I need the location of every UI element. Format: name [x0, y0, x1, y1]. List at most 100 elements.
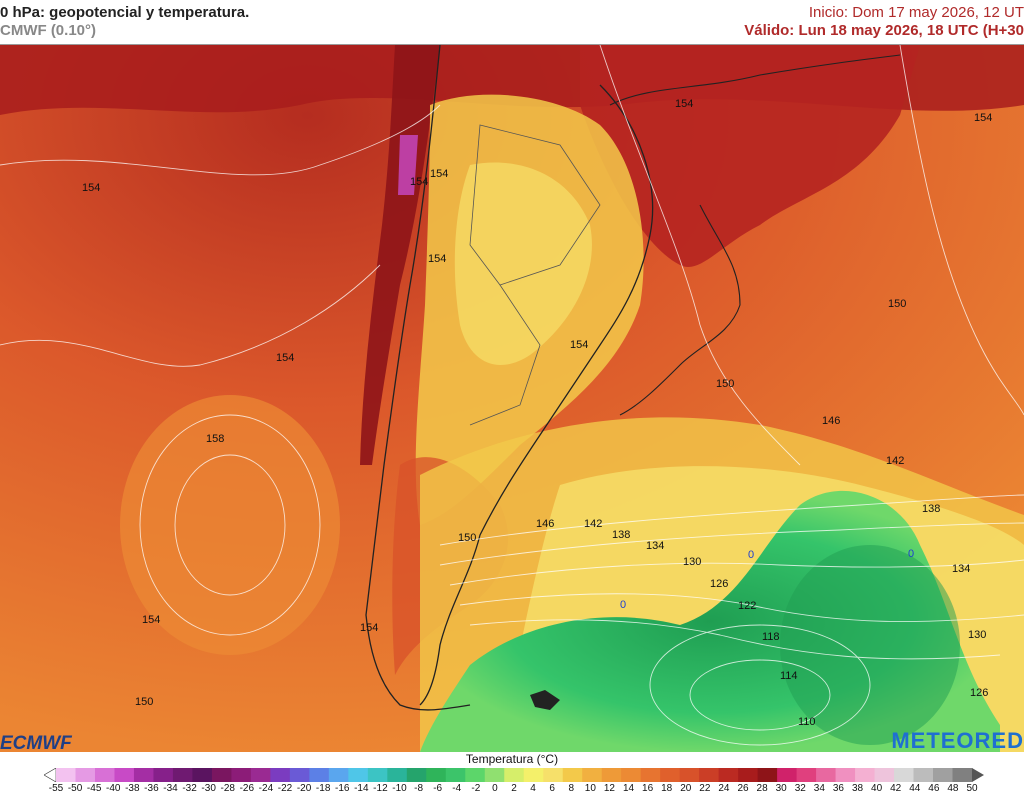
isohypse [689, 659, 831, 731]
zero-isotherm-label: 0 [620, 599, 626, 611]
isohypse-label: 142 [886, 455, 904, 467]
legend-swatch [328, 768, 349, 782]
legend-tick-label: -28 [220, 783, 235, 794]
meteored-logo[interactable]: METEORED [891, 728, 1024, 753]
map-canvas: 154 154 154 158 154 150 154 154 150 146 … [0, 45, 1024, 752]
legend-tick-label: -30 [201, 783, 216, 794]
legend-tick-label: 6 [549, 783, 555, 794]
legend-tick-label: 16 [642, 783, 654, 794]
uruguay-coastline [619, 204, 741, 416]
legend-swatch [816, 768, 837, 782]
legend-swatch [484, 768, 505, 782]
map-title: 0 hPa: geopotencial y temperatura. [0, 4, 250, 21]
legend-swatch [640, 768, 661, 782]
isohypse [469, 619, 1001, 660]
isohypse-label: 142 [584, 518, 602, 530]
isohypse [449, 559, 1024, 586]
province-borders-2 [469, 284, 541, 426]
legend-swatch [114, 768, 135, 782]
legend-tick-label: 38 [851, 783, 864, 794]
isohypse-label: 118 [762, 631, 780, 643]
isohypse-label: 122 [738, 600, 756, 612]
isohypse-label: 154 [82, 182, 100, 194]
legend-swatch [445, 768, 466, 782]
legend-tick-label: -55 [48, 783, 64, 794]
legend-swatch [913, 768, 934, 782]
legend-tick-label: -18 [315, 783, 331, 794]
province-borders [469, 124, 601, 286]
legend-tick-label: 22 [699, 783, 711, 794]
isohypse [139, 414, 321, 636]
chile-coastline [365, 45, 471, 711]
legend-arrow-left [44, 768, 57, 782]
isohypse-label: 154 [974, 112, 992, 124]
legend-swatch [465, 768, 486, 782]
legend-tick-label: 34 [813, 783, 825, 794]
cold-core [780, 545, 960, 745]
isohypse-label: 154 [428, 253, 446, 265]
argentina-coastline [419, 84, 654, 706]
legend-tick-label: 50 [966, 783, 978, 794]
cold-labels: 0 0 0 [620, 548, 914, 611]
valid-time: Válido: Lun 18 may 2026, 18 UTC (H+30 [744, 22, 1024, 39]
legend-swatch [270, 768, 291, 782]
isohypse-label: 130 [968, 629, 986, 641]
isohypse [599, 45, 801, 466]
isohypse-label: 126 [710, 578, 728, 590]
falklands [530, 690, 560, 710]
legend-tick-label: -16 [335, 783, 350, 794]
isohypse-label: 154 [410, 176, 428, 188]
legend-swatch [894, 768, 915, 782]
legend-tick-label: -50 [67, 783, 83, 794]
legend-tick-label: 18 [661, 783, 673, 794]
legend-swatch [133, 768, 154, 782]
legend-swatch [835, 768, 856, 782]
legend-swatch [952, 768, 973, 782]
legend-swatch [309, 768, 330, 782]
legend-tick-label: -6 [433, 783, 443, 794]
legend-arrow-right [972, 768, 984, 782]
legend-swatch [523, 768, 544, 782]
isohypse-label: 154 [276, 352, 294, 364]
legend-swatch [387, 768, 408, 782]
legend-swatch [796, 768, 817, 782]
legend-title: Temperatura (°C) [465, 752, 559, 766]
legend-swatch [933, 768, 954, 782]
warm-pocket [454, 162, 592, 365]
legend-swatch [738, 768, 759, 782]
legend-tick-label: -22 [277, 783, 293, 794]
legend-tick-label: 8 [568, 783, 575, 794]
legend-swatch [406, 768, 427, 782]
legend-tick-label: -32 [182, 783, 197, 794]
legend-tick-label: 24 [718, 783, 730, 794]
pacific-high [120, 395, 340, 655]
isohypse [0, 104, 441, 176]
isohypse-label: 154 [675, 98, 693, 110]
legend-swatch [231, 768, 252, 782]
legend-tick-label: -24 [258, 783, 274, 794]
legend-swatch [718, 768, 739, 782]
legend-tick-label: 48 [947, 783, 959, 794]
legend-swatch [874, 768, 895, 782]
model-name: CMWF (0.10°) [0, 22, 96, 39]
isohypse [439, 522, 1024, 566]
legend-tick-label: -40 [106, 783, 121, 794]
isohypse-label: 138 [612, 529, 630, 541]
legend-tick-label: -38 [125, 783, 140, 794]
init-time: Inicio: Dom 17 may 2026, 12 UT [808, 4, 1024, 21]
legend-swatch [679, 768, 700, 782]
isohypse-labels: 154 154 154 158 154 150 154 154 150 146 … [82, 98, 992, 728]
legend-tick-label: 12 [603, 783, 615, 794]
isohypse-label: 126 [970, 687, 988, 699]
legend-swatch [75, 768, 96, 782]
legend-swatch [582, 768, 603, 782]
legend-tick-label: 46 [928, 783, 940, 794]
isohypse-label: 134 [646, 540, 664, 552]
legend-swatch [153, 768, 174, 782]
legend-tick-label: -4 [452, 783, 462, 794]
legend-colorbar [44, 768, 984, 782]
isohypse [439, 494, 1024, 546]
isohypse-label: 150 [458, 532, 476, 544]
isohypse-label: 110 [798, 716, 816, 728]
isohypse-label: 154 [360, 622, 378, 634]
